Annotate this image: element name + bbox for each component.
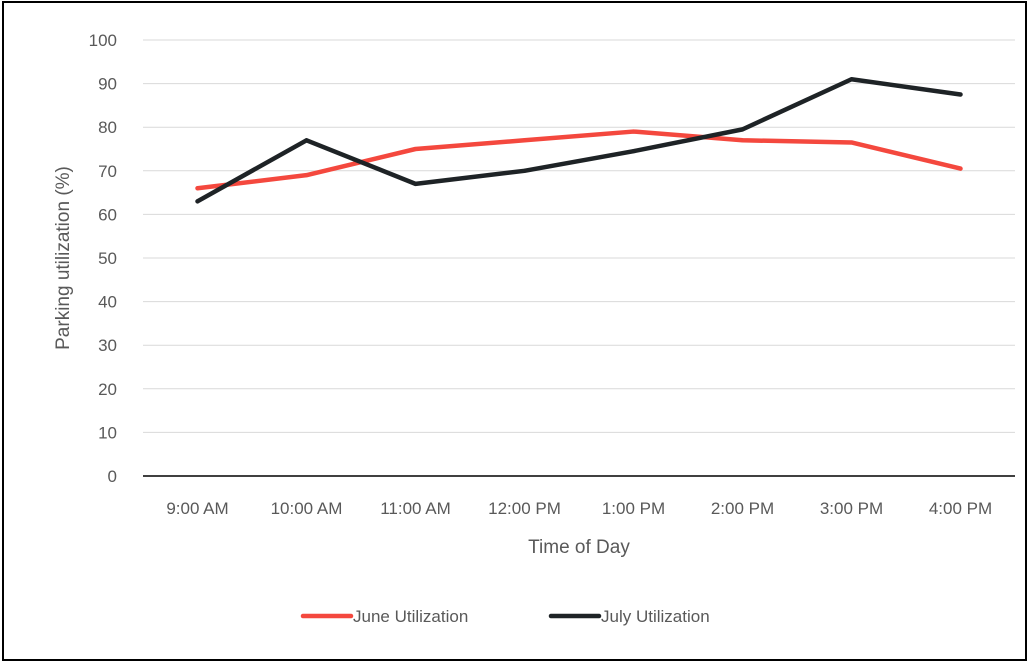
series-lines	[195, 76, 963, 204]
x-tick-label: 4:00 PM	[929, 499, 992, 518]
y-axis-ticks: 0 10 20 30 40 50 60 70 80 90 100	[89, 31, 117, 486]
series-line-1	[195, 129, 963, 191]
x-tick-label: 11:00 AM	[380, 499, 451, 518]
data-point	[304, 173, 309, 178]
legend-entry: June Utilization	[300, 607, 468, 626]
series-line-2	[195, 76, 963, 204]
data-point	[195, 186, 200, 191]
data-point	[195, 199, 200, 204]
data-point	[413, 181, 418, 186]
legend-label: June Utilization	[353, 607, 468, 626]
data-point	[958, 92, 963, 97]
x-tick-label: 10:00 AM	[271, 499, 343, 518]
data-point	[849, 77, 854, 82]
x-axis-ticks: 9:00 AM 10:00 AM 11:00 AM 12:00 PM 1:00 PM 2:…	[166, 499, 992, 518]
x-axis-title: Time of Day	[528, 537, 630, 558]
x-tick-label: 9:00 AM	[166, 499, 228, 518]
y-tick-label: 100	[89, 31, 117, 50]
x-tick-label: 2:00 PM	[711, 499, 774, 518]
y-tick-label: 60	[98, 205, 117, 224]
data-point	[413, 147, 418, 151]
y-tick-label: 90	[98, 75, 117, 94]
y-tick-label: 0	[108, 467, 117, 486]
y-tick-label: 70	[98, 162, 117, 181]
y-axis-title: Parking utilization (%)	[53, 166, 74, 350]
data-point	[304, 138, 309, 143]
data-point	[740, 127, 745, 132]
y-tick-label: 30	[98, 336, 117, 355]
x-tick-label: 3:00 PM	[820, 499, 883, 518]
data-point	[849, 140, 854, 145]
gridlines	[143, 39, 1015, 477]
legend-entry: July Utilization	[548, 607, 710, 626]
data-point	[522, 138, 527, 143]
legend-label: July Utilization	[601, 607, 710, 626]
x-tick-label: 1:00 PM	[602, 499, 665, 518]
y-tick-label: 80	[98, 118, 117, 137]
legend: June Utilization July Utilization	[300, 607, 710, 626]
y-tick-label: 50	[98, 249, 117, 268]
y-tick-label: 20	[98, 380, 117, 399]
data-point	[740, 138, 745, 143]
data-point	[631, 149, 636, 154]
y-tick-label: 10	[98, 423, 117, 442]
data-point	[522, 168, 527, 173]
x-tick-label: 12:00 PM	[488, 499, 561, 518]
data-point	[631, 129, 636, 134]
data-point	[958, 166, 963, 171]
y-tick-label: 40	[98, 293, 117, 312]
